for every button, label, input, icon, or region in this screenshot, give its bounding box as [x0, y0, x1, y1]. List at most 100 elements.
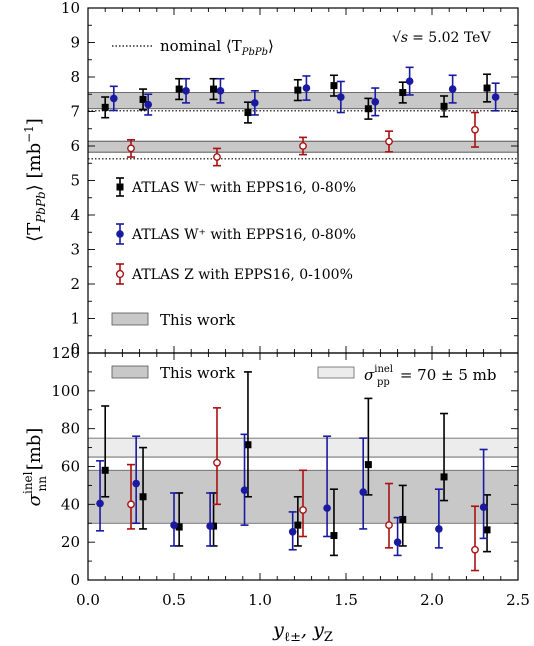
top-ytick-label: 9 — [70, 34, 80, 52]
bottom-point-z-marker — [127, 500, 135, 509]
legend-wplus: ATLAS W⁺ with EPPS16, 0-80% — [116, 223, 356, 245]
xtick-label: 0.0 — [76, 591, 100, 609]
top-ytick-label: 0 — [70, 340, 80, 358]
bottom-point-wplus-marker — [359, 488, 368, 496]
bottom-point-wminus-marker — [399, 515, 407, 523]
bottom-legend-pp-label: σinel pp = 70 ± 5 mb — [364, 364, 497, 388]
bottom-point-wplus-marker — [96, 499, 104, 508]
top-point-wminus-marker — [210, 85, 218, 93]
bottom-legend-band-label: This work — [160, 364, 236, 382]
top-y-axis-label: ⟨TPbPb⟩ [mb−1] — [22, 118, 48, 242]
nominal-legend-label: nominal ⟨TPbPb⟩ — [160, 37, 274, 58]
bottom-ytick-label: 100 — [51, 382, 80, 400]
top-point-wminus-marker — [244, 109, 252, 117]
bottom-legend-band: This work — [111, 364, 236, 382]
nominal-legend: nominal ⟨TPbPb⟩ — [112, 37, 274, 58]
bottom-point-wplus-marker — [393, 538, 402, 546]
bottom-legend-pp: σinel pp = 70 ± 5 mb — [317, 364, 497, 388]
bottom-point-wminus-marker — [440, 473, 448, 481]
legend-z: ATLAS Z with EPPS16, 0-100% — [115, 263, 353, 285]
bottom-point-wminus-marker — [483, 526, 491, 534]
bottom-legend-pp-swatch — [317, 366, 355, 379]
legend-z-marker — [115, 269, 125, 279]
bottom-point-wplus-marker — [435, 525, 443, 533]
top-ytick-label: 5 — [70, 172, 80, 190]
nominal-lines — [88, 110, 518, 160]
xtick-label: 2.0 — [420, 591, 444, 609]
bottom-ytick-label: 120 — [51, 344, 80, 362]
legend-band-label: This work — [160, 311, 236, 329]
top-point-wminus-marker — [364, 105, 372, 113]
top-point-wplus-marker — [110, 94, 118, 103]
legend-wminus-label: ATLAS W⁻ with EPPS16, 0-80% — [131, 180, 356, 196]
top-point-wplus-marker — [371, 98, 380, 106]
top-point-wminus-marker — [139, 95, 147, 103]
energy-annotation: √s = 5.02 TeV — [392, 30, 491, 46]
bottom-bands — [88, 437, 518, 524]
bottom-point-z-marker — [385, 521, 393, 530]
top-point-wminus-marker — [483, 84, 491, 92]
top-point-z-marker — [127, 144, 135, 153]
bottom-legend-band-swatch — [111, 365, 149, 379]
bottom-point-wplus-marker — [479, 503, 488, 511]
legend-band-swatch — [111, 312, 149, 326]
bottom-point-wplus-marker — [323, 504, 331, 512]
bottom-panel-frame — [87, 352, 519, 581]
legend-wminus: ATLAS W⁻ with EPPS16, 0-80% — [116, 177, 356, 197]
top-point-z-marker — [299, 142, 307, 150]
top-point-wminus-marker — [399, 89, 407, 97]
xtick-label: 1.0 — [248, 591, 272, 609]
bottom-ytick-label: 20 — [61, 533, 80, 551]
top-point-wplus-marker — [448, 85, 457, 93]
bottom-band-1 — [88, 438, 518, 458]
legend-z-label: ATLAS Z with EPPS16, 0-100% — [131, 267, 353, 283]
bottom-ytick-label: 80 — [61, 420, 80, 438]
top-point-wplus-marker — [251, 99, 259, 107]
bottom-point-wplus-marker — [170, 521, 178, 529]
top-ytick-label: 6 — [70, 137, 80, 155]
top-point-wplus-marker — [405, 77, 414, 85]
top-point-wminus-marker — [175, 85, 183, 93]
bottom-point-wplus-marker — [206, 522, 214, 530]
top-point-wminus-marker — [440, 102, 448, 110]
legend-wminus-marker — [116, 183, 124, 191]
bottom-point-wplus-marker — [288, 527, 297, 536]
top-ytick-label: 1 — [70, 310, 80, 328]
xtick-label: 0.5 — [162, 591, 186, 609]
bottom-ytick-label: 60 — [61, 458, 80, 476]
legend-wplus-label: ATLAS W⁺ with EPPS16, 0-80% — [131, 227, 356, 243]
bottom-point-wplus-marker — [132, 479, 140, 488]
bottom-data-points — [96, 371, 492, 572]
x-axis-label: yℓ±, yZ — [272, 619, 333, 645]
top-point-wplus-marker — [491, 93, 500, 101]
bottom-point-wminus-marker — [330, 532, 338, 540]
top-point-z-marker — [385, 137, 393, 146]
top-ytick-label: 7 — [70, 103, 80, 121]
top-point-wplus-marker — [337, 93, 345, 101]
bottom-y-axis-label: σinelnn [mb] — [21, 428, 49, 507]
top-point-wplus-marker — [216, 87, 225, 95]
xtick-label: 2.5 — [506, 591, 530, 609]
bottom-point-wminus-marker — [244, 441, 252, 449]
legend-band: This work — [111, 311, 236, 329]
top-point-wplus-marker — [144, 100, 152, 109]
top-point-wminus-marker — [101, 103, 109, 111]
top-ytick-label: 8 — [70, 68, 80, 86]
bottom-point-wplus-marker — [240, 486, 249, 494]
top-point-wplus-marker — [302, 84, 311, 92]
top-point-wminus-marker — [294, 86, 302, 94]
bottom-point-wminus-marker — [175, 523, 183, 531]
top-point-wplus-marker — [182, 87, 190, 95]
xtick-label: 1.5 — [334, 591, 358, 609]
top-point-z-marker — [471, 125, 479, 134]
bottom-point-wminus-marker — [101, 466, 109, 474]
top-ytick-label: 2 — [70, 275, 80, 293]
bottom-point-z-marker — [213, 458, 221, 467]
top-ytick-label: 3 — [70, 241, 80, 259]
top-ytick-label: 10 — [61, 0, 80, 17]
top-point-z-marker — [213, 153, 221, 161]
legend-wplus-marker — [116, 230, 124, 238]
bottom-point-wminus-marker — [139, 493, 147, 501]
